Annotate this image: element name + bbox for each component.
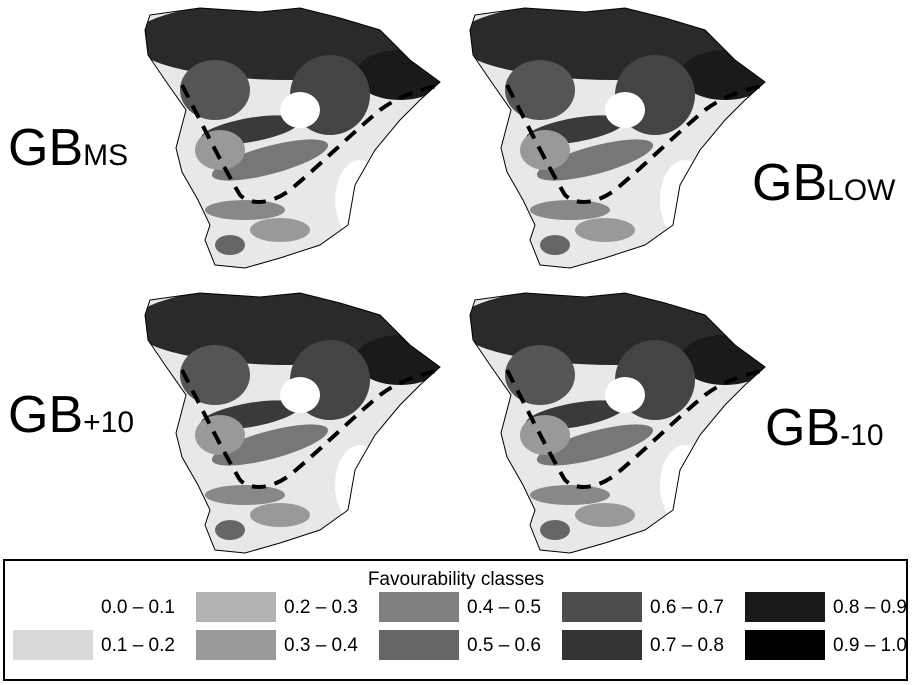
- legend-label: 0.6 – 0.7: [650, 597, 724, 618]
- map-panel: [455, 0, 775, 275]
- panel-label: GBMS: [8, 119, 128, 177]
- legend-swatch: [13, 592, 93, 622]
- legend-label: 0.8 – 0.9: [833, 597, 907, 618]
- panel-label: GB+10: [8, 386, 134, 444]
- map-panel: [130, 0, 450, 275]
- legend-swatch: [562, 592, 642, 622]
- panel-label: GBLOW: [752, 154, 896, 212]
- legend-label: 0.2 – 0.3: [284, 597, 358, 618]
- legend-label: 0.7 – 0.8: [650, 635, 724, 656]
- map-panel: [130, 285, 450, 560]
- legend-label: 0.9 – 1.0: [833, 635, 907, 656]
- legend-swatch: [379, 630, 459, 660]
- map-panel: [455, 285, 775, 560]
- legend-label: 0.1 – 0.2: [101, 635, 175, 656]
- legend-swatch: [13, 630, 93, 660]
- legend-label: 0.4 – 0.5: [467, 597, 541, 618]
- legend-label: 0.5 – 0.6: [467, 635, 541, 656]
- panel-label: GB-10: [765, 399, 884, 457]
- legend-swatch: [562, 630, 642, 660]
- legend-label: 0.0 – 0.1: [101, 597, 175, 618]
- legend-swatch: [196, 630, 276, 660]
- legend-swatch: [745, 630, 825, 660]
- figure: GBMS GBLOW GB+10 GB-10 Favourability cla…: [0, 0, 913, 685]
- legend-swatch: [196, 592, 276, 622]
- legend-swatch: [379, 592, 459, 622]
- legend-title: Favourability classes: [368, 569, 544, 590]
- legend-label: 0.3 – 0.4: [284, 635, 358, 656]
- legend-swatch: [745, 592, 825, 622]
